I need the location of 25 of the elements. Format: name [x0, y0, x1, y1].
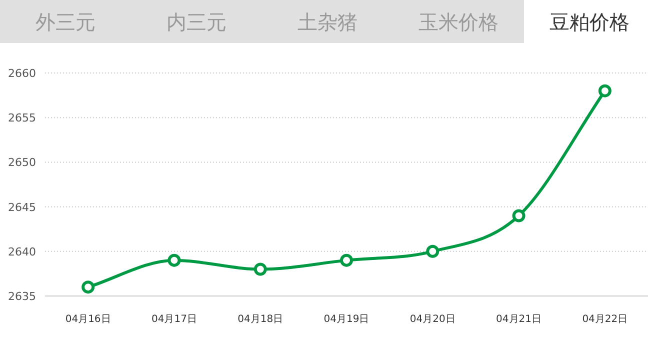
y-tick-label: 2640 — [8, 245, 36, 258]
point — [512, 209, 526, 222]
point — [168, 254, 181, 267]
y-tick-label: 2660 — [8, 67, 36, 80]
x-tick-label: 04月18日 — [238, 314, 284, 325]
text: 内三元 — [166, 10, 226, 34]
text: 土杂猪 — [298, 10, 358, 34]
y-tick-label: 2655 — [8, 112, 36, 125]
x-tick-label: 04月21日 — [496, 314, 542, 325]
point — [598, 84, 612, 98]
x-tick-label: 04月22日 — [582, 314, 628, 325]
text: 外三元 — [36, 10, 96, 34]
text: 玉米价格 — [418, 10, 498, 34]
point — [340, 254, 353, 267]
point — [82, 280, 95, 294]
point — [426, 244, 440, 258]
y-tick-label: 2635 — [8, 290, 36, 303]
chart-title: 豆粕价格 — [550, 10, 630, 34]
x-tick-label: 04月16日 — [65, 314, 111, 325]
x-tick-label: 04月17日 — [151, 314, 197, 325]
x-tick-label: 04月19日 — [324, 314, 370, 325]
x-tick-label: 04月20日 — [410, 314, 456, 325]
y-tick-label: 2645 — [8, 200, 36, 214]
y-tick-label: 2650 — [8, 156, 36, 170]
point — [254, 262, 267, 276]
